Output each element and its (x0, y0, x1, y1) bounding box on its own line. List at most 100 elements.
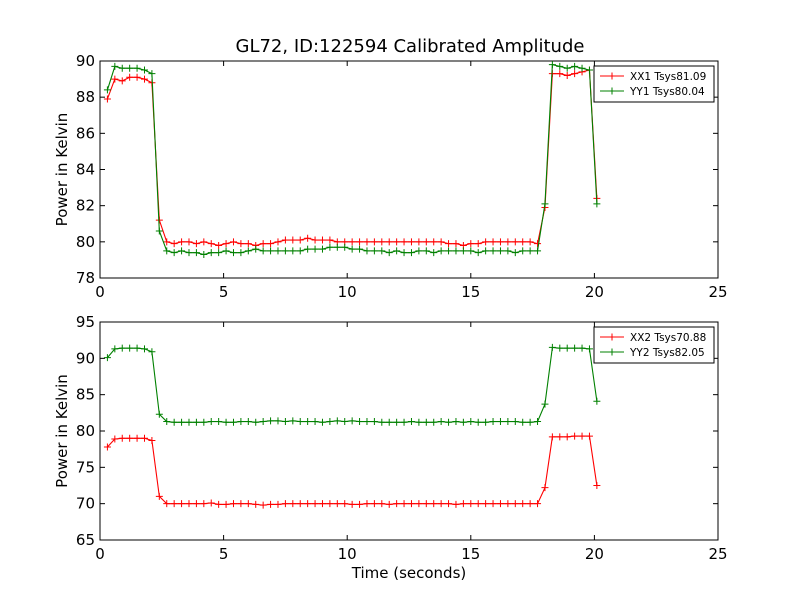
data-point-marker (511, 418, 519, 426)
data-point-marker (318, 245, 326, 253)
data-point-marker (170, 418, 178, 426)
data-point-marker (333, 500, 341, 508)
data-point-marker (474, 249, 482, 257)
data-point-marker (200, 250, 208, 258)
data-point-marker (489, 500, 497, 508)
data-point-marker (534, 500, 542, 508)
data-point-marker (259, 247, 267, 255)
data-point-marker (467, 418, 475, 426)
data-point-marker (155, 227, 163, 235)
data-point-marker (170, 500, 178, 508)
y-tick-label: 85 (76, 386, 95, 404)
data-point-marker (126, 64, 134, 72)
data-point-marker (437, 500, 445, 508)
data-point-marker (474, 418, 482, 426)
data-point-marker (363, 238, 371, 246)
data-point-marker (437, 247, 445, 255)
data-point-marker (578, 344, 586, 352)
data-point-marker (526, 500, 534, 508)
data-point-marker (215, 241, 223, 249)
x-tick-label: 15 (461, 545, 480, 563)
data-point-marker (393, 238, 401, 246)
data-point-marker (415, 238, 423, 246)
data-point-marker (341, 243, 349, 251)
data-point-marker (430, 500, 438, 508)
data-point-marker (281, 236, 289, 244)
legend-entry-label: XX1 Tsys81.09 (630, 71, 706, 83)
data-point-marker (163, 247, 171, 255)
data-point-marker (459, 247, 467, 255)
data-point-marker (489, 238, 497, 246)
data-point-marker (356, 500, 364, 508)
data-point-marker (244, 418, 252, 426)
y-tick-label: 88 (76, 88, 95, 106)
data-point-marker (489, 247, 497, 255)
x-tick-label: 0 (95, 545, 105, 563)
data-point-marker (215, 500, 223, 508)
data-point-marker (556, 62, 564, 70)
data-point-marker (407, 238, 415, 246)
data-point-marker (393, 418, 401, 426)
data-point-marker (348, 500, 356, 508)
data-point-marker (563, 71, 571, 79)
data-point-marker (378, 500, 386, 508)
x-tick-label: 0 (95, 283, 105, 301)
data-point-marker (378, 238, 386, 246)
data-point-marker (207, 240, 215, 248)
data-point-marker (296, 418, 304, 426)
data-point-marker (437, 418, 445, 426)
data-point-marker (400, 249, 408, 257)
data-point-marker (170, 240, 178, 248)
data-point-marker (311, 245, 319, 253)
data-point-marker (222, 240, 230, 248)
data-point-marker (563, 433, 571, 441)
data-point-marker (430, 238, 438, 246)
data-point-marker (571, 432, 579, 440)
data-point-marker (459, 500, 467, 508)
data-point-marker (430, 418, 438, 426)
data-point-marker (111, 435, 119, 443)
data-point-marker (148, 436, 156, 444)
data-point-marker (304, 500, 312, 508)
data-point-marker (496, 500, 504, 508)
data-point-marker (259, 418, 267, 426)
data-point-marker (289, 500, 297, 508)
data-point-marker (148, 70, 156, 78)
data-point-marker (192, 418, 200, 426)
data-point-marker (437, 238, 445, 246)
data-point-marker (496, 418, 504, 426)
data-point-marker (140, 434, 148, 442)
data-point-marker (155, 492, 163, 500)
data-point-marker (333, 417, 341, 425)
data-point-marker (556, 70, 564, 78)
legend-entry-label: XX2 Tsys70.88 (630, 332, 706, 344)
data-point-marker (237, 418, 245, 426)
data-point-marker (111, 345, 119, 353)
data-point-marker (326, 236, 334, 244)
data-point-marker (422, 238, 430, 246)
y-tick-label: 75 (76, 458, 95, 476)
y-tick-label: 84 (76, 161, 95, 179)
x-tick-label: 20 (585, 283, 604, 301)
y-tick-label: 90 (76, 349, 95, 367)
data-point-marker (348, 245, 356, 253)
data-point-marker (563, 344, 571, 352)
data-point-marker (526, 238, 534, 246)
data-point-marker (222, 247, 230, 255)
data-point-marker (148, 348, 156, 356)
data-point-marker (252, 418, 260, 426)
data-point-marker (200, 500, 208, 508)
y-axis-label: Power in Kelvin (53, 374, 71, 488)
data-point-marker (541, 484, 549, 492)
data-point-marker (296, 236, 304, 244)
data-point-marker (474, 500, 482, 508)
data-point-marker (422, 418, 430, 426)
data-point-marker (585, 345, 593, 353)
data-point-marker (126, 434, 134, 442)
data-point-marker (318, 236, 326, 244)
data-point-marker (370, 238, 378, 246)
data-point-marker (482, 500, 490, 508)
data-point-marker (140, 345, 148, 353)
x-tick-label: 20 (585, 545, 604, 563)
data-point-marker (244, 240, 252, 248)
